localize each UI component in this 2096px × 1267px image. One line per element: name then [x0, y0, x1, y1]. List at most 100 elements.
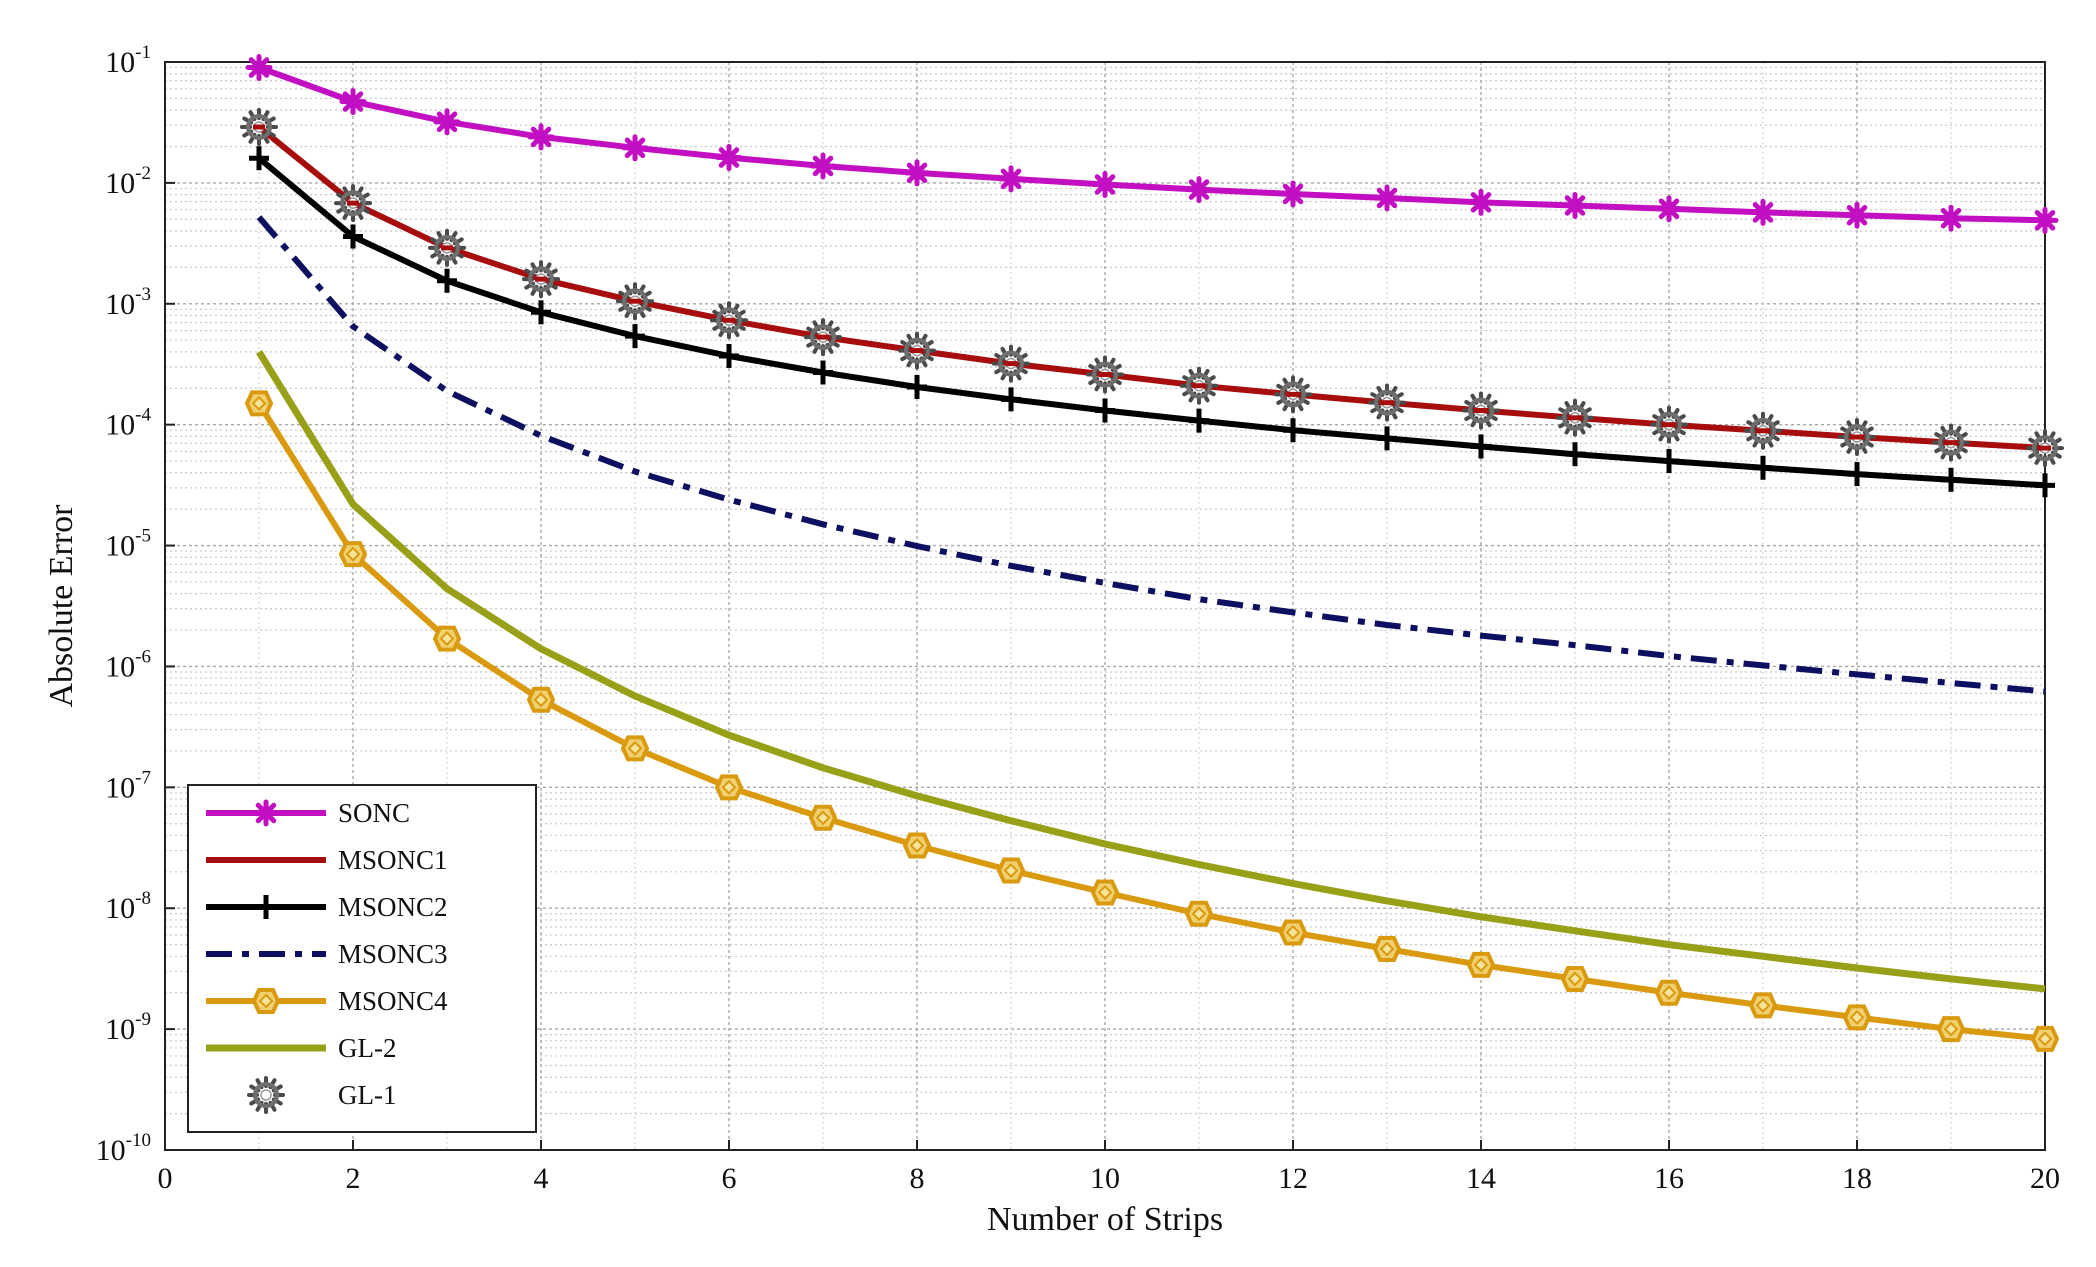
data-point-sonc	[1091, 170, 1119, 198]
data-point-msonc4	[1560, 965, 1590, 992]
data-point-msonc4	[338, 541, 368, 568]
legend-item-msonc4: MSONC4	[206, 986, 448, 1016]
data-point-msonc2	[437, 268, 457, 293]
y-tick-label: 10-7	[105, 767, 151, 804]
gear-marker-ring	[1374, 389, 1400, 416]
diamond-marker-inner	[1473, 957, 1489, 973]
star-marker-core	[1850, 208, 1864, 223]
gear-marker-ring	[810, 324, 836, 351]
data-point-msonc4	[1278, 919, 1308, 946]
data-point-sonc	[621, 134, 649, 162]
data-point-msonc4	[714, 774, 744, 801]
series-msonc3	[256, 215, 2046, 695]
data-point-msonc4	[1184, 900, 1214, 927]
x-tick-label: 10	[1090, 1162, 1120, 1195]
gear-marker-ring	[1844, 424, 1870, 451]
diamond-marker-inner	[1003, 863, 1019, 878]
legend-label-gl-1: GL-1	[338, 1080, 396, 1110]
star-marker-core	[1474, 195, 1488, 210]
x-tick-label: 14	[1466, 1162, 1496, 1195]
data-point-sonc	[715, 144, 743, 172]
x-tick-label: 18	[1842, 1162, 1872, 1195]
data-point-sonc	[1749, 198, 1777, 226]
diamond-marker-inner	[1379, 941, 1395, 957]
data-point-msonc2	[1753, 455, 1773, 480]
diamond-marker-inner	[533, 692, 549, 708]
gear-marker-ring	[1656, 411, 1682, 438]
data-point-msonc4	[808, 804, 838, 831]
data-point-msonc4	[620, 735, 650, 762]
data-point-msonc2	[1001, 387, 1021, 412]
legend-label-gl-2: GL-2	[338, 1033, 396, 1063]
data-point-msonc4	[2030, 1025, 2060, 1052]
diamond-marker-inner	[1191, 906, 1207, 922]
star-marker-core	[1756, 205, 1770, 220]
gear-marker-ring	[340, 190, 366, 217]
diamond-marker-inner	[909, 838, 925, 853]
data-point-msonc2	[1095, 398, 1115, 423]
y-tick-label: 10-6	[105, 646, 151, 683]
legend-marker-msonc4	[251, 988, 281, 1014]
star-marker-core	[1380, 190, 1394, 205]
x-tick-label: 8	[910, 1162, 925, 1195]
y-tick-label: 10-10	[96, 1130, 151, 1167]
series-sonc	[245, 54, 2059, 234]
data-point-sonc	[997, 165, 1025, 193]
legend-item-gl-1: GL-1	[247, 1076, 396, 1114]
x-tick-label: 12	[1278, 1162, 1308, 1195]
y-tick-label: 10-2	[105, 163, 151, 200]
diamond-marker-inner	[815, 810, 831, 826]
data-point-msonc2	[813, 360, 833, 385]
star-marker-core	[1192, 182, 1206, 197]
series-gl-2	[256, 350, 2046, 993]
legend-label-msonc4: MSONC4	[338, 986, 448, 1016]
data-point-msonc4	[996, 857, 1026, 884]
diamond-marker-inner	[258, 993, 274, 1009]
star-marker-core	[1568, 198, 1582, 213]
star-marker-core	[1662, 201, 1676, 216]
data-point-msonc4	[1936, 1016, 1966, 1043]
series-line-sonc	[257, 64, 2046, 224]
series-msonc4	[244, 390, 2060, 1052]
diamond-marker-inner	[251, 395, 267, 411]
data-point-sonc	[527, 123, 555, 151]
x-tick-label: 6	[722, 1162, 737, 1195]
star-marker-core	[534, 129, 548, 144]
legend-item-sonc: SONC	[206, 798, 410, 828]
y-tick-label: 10-8	[105, 888, 151, 925]
x-tick-label: 20	[2030, 1162, 2060, 1195]
star-marker-core	[2038, 213, 2052, 228]
gear-marker-ring	[2032, 435, 2058, 462]
diamond-marker-inner	[2037, 1031, 2053, 1047]
gear-marker-ring	[904, 337, 930, 364]
star-marker-core	[346, 94, 360, 109]
data-point-msonc2	[625, 324, 645, 349]
data-point-msonc4	[244, 390, 274, 417]
gear-marker-ring	[1750, 417, 1776, 444]
data-point-sonc	[1185, 176, 1213, 204]
gear-marker-ring	[1280, 381, 1306, 408]
gear-marker-ring	[434, 234, 460, 261]
data-point-msonc2	[1565, 442, 1585, 467]
data-point-msonc2	[249, 146, 269, 171]
data-point-gl-1	[1274, 375, 1312, 414]
x-tick-label: 0	[158, 1162, 173, 1195]
legend: SONC MSONC1 MSONC2 MSONC3 MSONC4 GL-2 GL-1	[187, 784, 537, 1133]
data-point-sonc	[1467, 188, 1495, 216]
diamond-marker-inner	[345, 546, 361, 562]
diamond-marker-inner	[721, 779, 737, 795]
data-point-sonc	[339, 88, 367, 116]
star-marker-core	[1944, 211, 1958, 226]
legend-item-msonc2: MSONC2	[206, 892, 448, 922]
legend-marker-msonc2	[256, 895, 276, 919]
gear-marker-ring	[528, 266, 554, 293]
legend-item-msonc1: MSONC1	[206, 845, 448, 875]
data-point-msonc2	[1847, 462, 1867, 487]
legend-label-sonc: SONC	[338, 798, 410, 828]
data-point-msonc4	[1842, 1004, 1872, 1031]
gear-marker-ring	[1562, 404, 1588, 431]
data-point-msonc4	[526, 686, 556, 713]
data-point-gl-1	[804, 318, 842, 357]
gear-marker-ring	[622, 288, 648, 315]
